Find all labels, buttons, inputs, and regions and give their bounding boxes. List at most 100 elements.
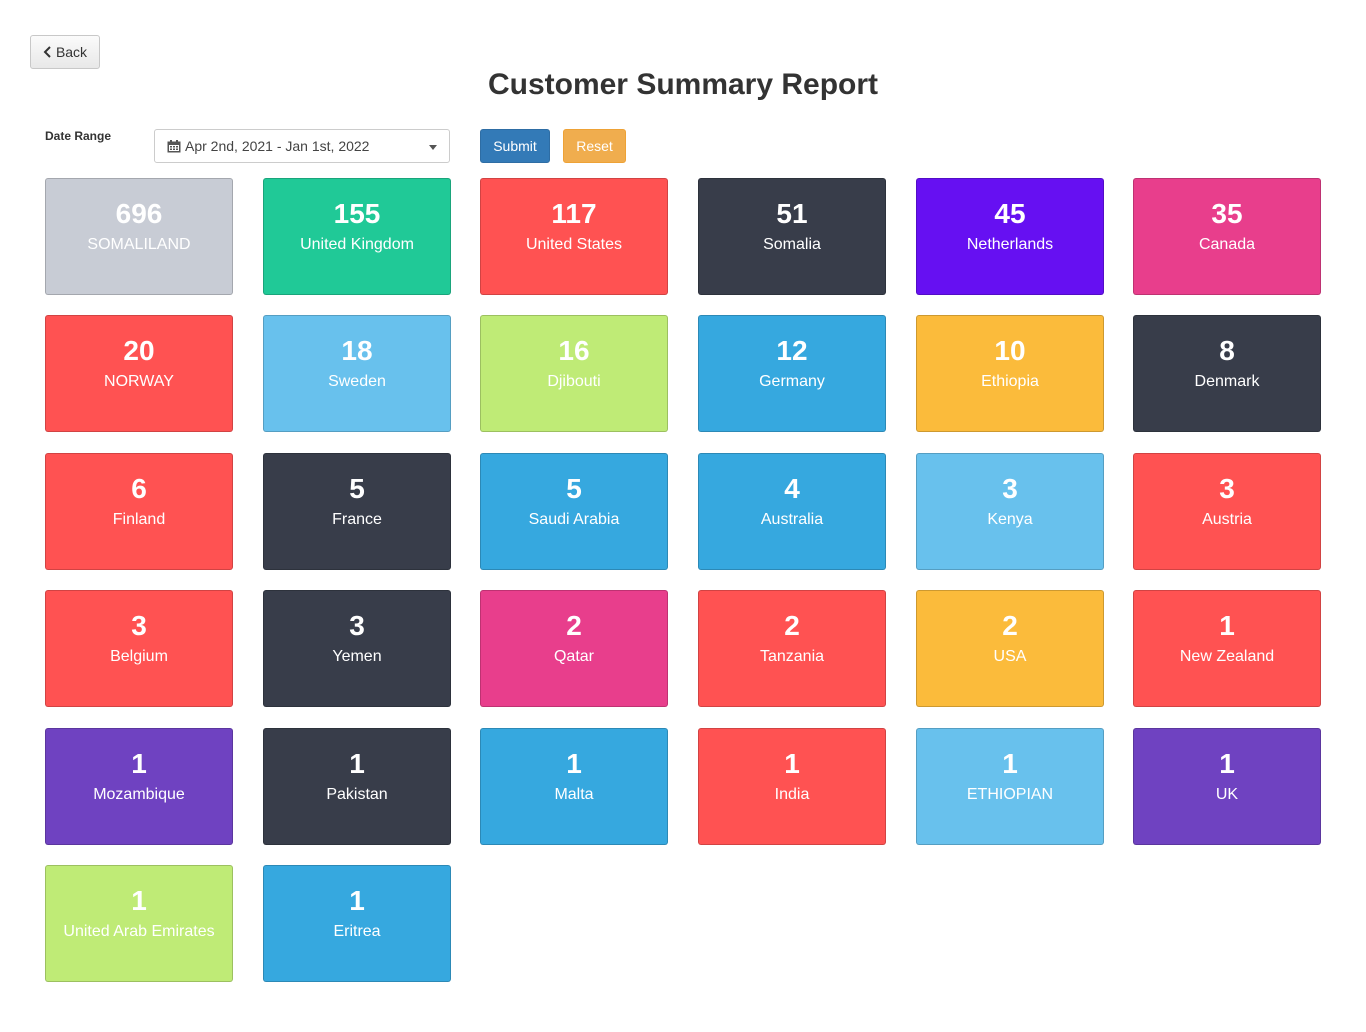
country-tile: 3 Kenya <box>916 453 1104 570</box>
country-name: NORWAY <box>104 373 174 390</box>
country-tile: 3 Yemen <box>263 590 451 707</box>
customer-count: 12 <box>776 335 808 366</box>
country-tile: 10 Ethiopia <box>916 315 1104 432</box>
customer-count: 1 <box>1219 610 1235 641</box>
customer-count: 10 <box>994 335 1026 366</box>
country-name: Germany <box>759 373 825 390</box>
country-name: Saudi Arabia <box>528 511 620 528</box>
customer-count: 155 <box>333 198 381 229</box>
country-name: Qatar <box>553 648 594 665</box>
reset-button[interactable]: Reset <box>563 129 626 163</box>
country-name: Djibouti <box>547 373 601 390</box>
country-name: Australia <box>760 511 824 528</box>
country-tile: 4 Australia <box>698 453 886 570</box>
country-tile: 1 Eritrea <box>263 865 451 982</box>
customer-count: 6 <box>131 473 147 504</box>
country-name: USA <box>993 648 1027 665</box>
customer-count: 1 <box>784 748 800 779</box>
customer-count: 5 <box>349 473 365 504</box>
page-title: Customer Summary Report <box>487 68 879 101</box>
customer-count: 20 <box>123 335 155 366</box>
customer-count: 1 <box>131 885 147 916</box>
country-tile: 35 Canada <box>1133 178 1321 295</box>
country-tile: 1 India <box>698 728 886 845</box>
back-button[interactable]: Back <box>30 35 100 69</box>
country-tile: 2 USA <box>916 590 1104 707</box>
country-tile: 696 SOMALILAND <box>45 178 233 295</box>
country-name: UK <box>1215 786 1239 803</box>
customer-count: 117 <box>551 198 597 229</box>
country-name: SOMALILAND <box>87 236 191 253</box>
country-tile: 16 Djibouti <box>480 315 668 432</box>
country-name: Pakistan <box>326 786 388 803</box>
country-tile: 3 Austria <box>1133 453 1321 570</box>
country-name: Malta <box>554 786 594 803</box>
calendar-icon <box>167 139 181 152</box>
country-name: United Arab Emirates <box>63 923 215 940</box>
customer-count: 1 <box>349 885 365 916</box>
country-name: New Zealand <box>1179 648 1275 665</box>
customer-count: 2 <box>1002 610 1018 641</box>
country-tile: 8 Denmark <box>1133 315 1321 432</box>
country-name: Netherlands <box>966 236 1054 253</box>
customer-count: 35 <box>1211 198 1243 229</box>
country-name: United Kingdom <box>300 236 414 253</box>
customer-count: 3 <box>131 610 147 641</box>
country-tile: 18 Sweden <box>263 315 451 432</box>
country-name: Tanzania <box>759 648 825 665</box>
country-name: Denmark <box>1194 373 1260 390</box>
country-tile: 1 United Arab Emirates <box>45 865 233 982</box>
country-tile: 2 Tanzania <box>698 590 886 707</box>
customer-count: 3 <box>349 610 365 641</box>
country-tile: 20 NORWAY <box>45 315 233 432</box>
date-range-label: Date Range <box>45 129 112 143</box>
customer-count: 3 <box>1219 473 1235 504</box>
customer-count: 18 <box>341 335 373 366</box>
country-tile: 1 Pakistan <box>263 728 451 845</box>
date-range-picker[interactable]: Apr 2nd, 2021 - Jan 1st, 2022 <box>154 129 450 163</box>
country-tile: 1 Mozambique <box>45 728 233 845</box>
country-tile: 5 Saudi Arabia <box>480 453 668 570</box>
chevron-left-icon <box>43 46 51 58</box>
customer-count: 1 <box>131 748 147 779</box>
country-tile: 5 France <box>263 453 451 570</box>
country-tile: 6 Finland <box>45 453 233 570</box>
country-name: Belgium <box>110 648 168 665</box>
caret-down-icon <box>429 145 437 150</box>
country-name: Somalia <box>763 236 821 253</box>
country-name: India <box>774 786 810 803</box>
country-name: Mozambique <box>93 786 185 803</box>
customer-count: 1 <box>1219 748 1235 779</box>
country-tile: 3 Belgium <box>45 590 233 707</box>
country-name: France <box>332 511 382 528</box>
country-tile: 1 Malta <box>480 728 668 845</box>
country-tile: 12 Germany <box>698 315 886 432</box>
country-name: United States <box>525 236 623 253</box>
country-tile: 117 United States <box>480 178 668 295</box>
country-name: Eritrea <box>333 923 381 940</box>
country-name: Yemen <box>332 648 382 665</box>
country-name: ETHIOPIAN <box>966 786 1054 803</box>
back-label: Back <box>55 44 88 60</box>
customer-count: 4 <box>784 473 800 504</box>
country-tile: 45 Netherlands <box>916 178 1104 295</box>
submit-button[interactable]: Submit <box>480 129 550 163</box>
customer-count: 3 <box>1002 473 1018 504</box>
country-tile: 155 United Kingdom <box>263 178 451 295</box>
country-tile: 2 Qatar <box>480 590 668 707</box>
country-name: Austria <box>1202 511 1252 528</box>
customer-count: 5 <box>566 473 582 504</box>
country-name: Sweden <box>328 373 386 390</box>
country-name: Kenya <box>987 511 1033 528</box>
customer-count: 696 <box>115 198 163 229</box>
customer-count: 51 <box>776 198 808 229</box>
customer-count: 2 <box>566 610 582 641</box>
country-name: Ethiopia <box>981 373 1039 390</box>
country-tile: 1 New Zealand <box>1133 590 1321 707</box>
customer-count: 16 <box>558 335 590 366</box>
country-tile: 51 Somalia <box>698 178 886 295</box>
customer-count: 2 <box>784 610 800 641</box>
date-range-value: Apr 2nd, 2021 - Jan 1st, 2022 <box>185 138 370 154</box>
country-name: Finland <box>112 511 166 528</box>
country-name: Canada <box>1198 236 1256 253</box>
